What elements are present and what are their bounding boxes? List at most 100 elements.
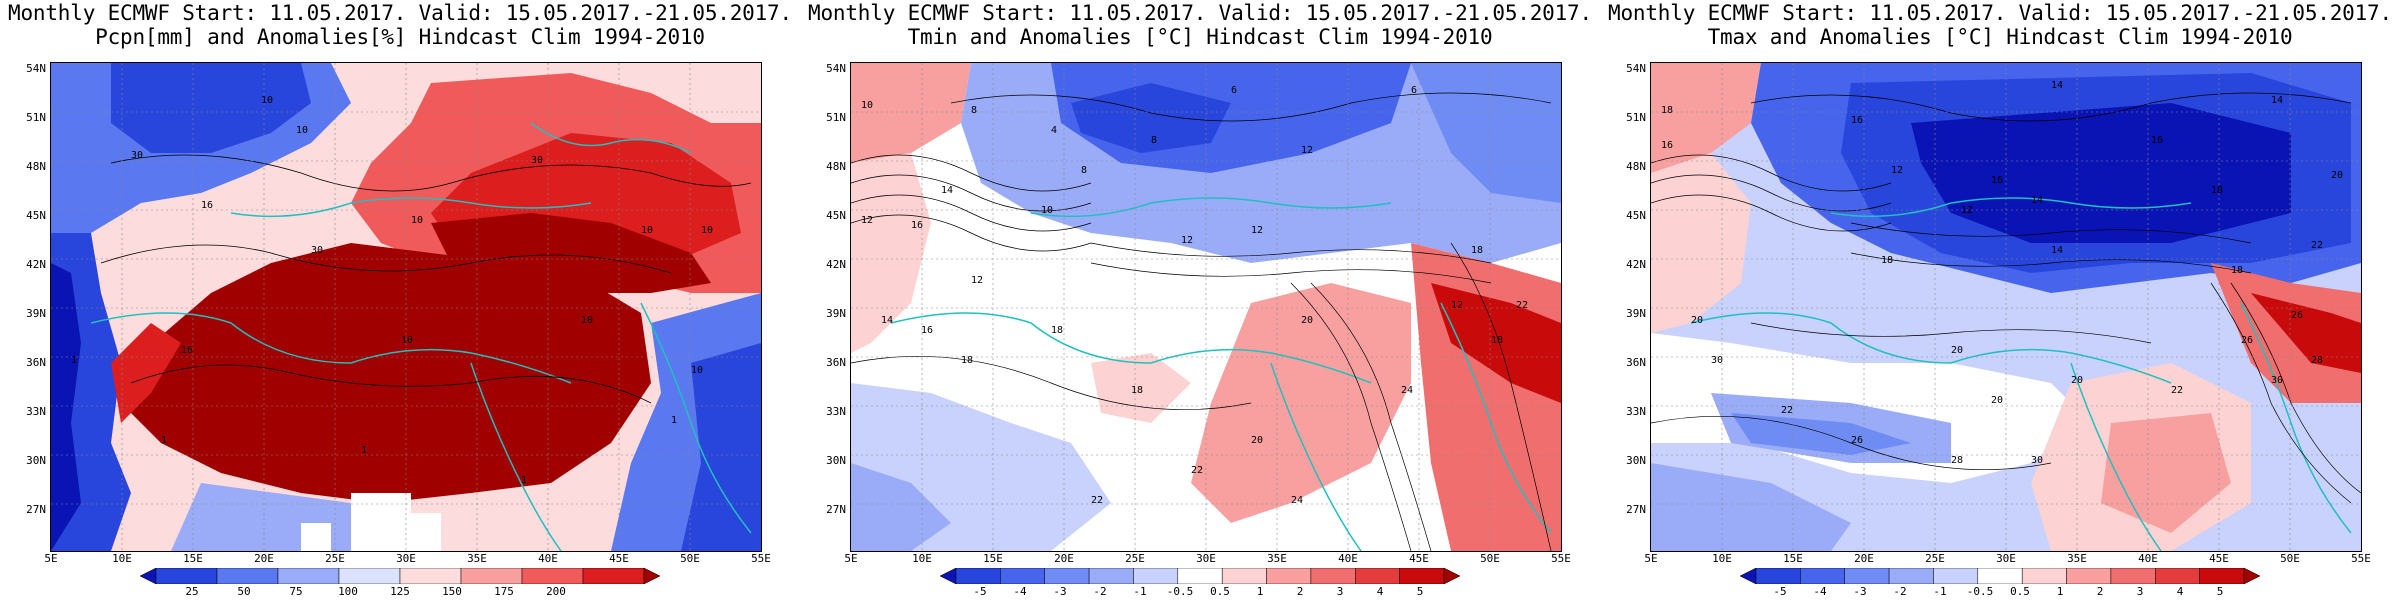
contour-label: 22 <box>1091 495 1103 506</box>
lat-label: 30N <box>826 454 846 467</box>
contour-label: 12 <box>861 215 873 226</box>
contour-label: 22 <box>1516 300 1528 311</box>
contour-label: 1 <box>71 355 77 366</box>
lat-label: 45N <box>826 209 846 222</box>
contour-label: 10 <box>581 315 593 326</box>
panel-title-line2: Pcpn[mm] and Anomalies[%] Hindcast Clim … <box>95 25 705 49</box>
lat-label: 39N <box>826 307 846 320</box>
colorbar-segment <box>155 568 218 584</box>
precipitation-panel: Monthly ECMWF Start: 11.05.2017. Valid: … <box>0 0 800 600</box>
colorbar-segment <box>1044 568 1090 584</box>
contour-label: 16 <box>1991 175 2003 186</box>
lon-label: 45E <box>609 552 629 565</box>
colorbar-label: -2 <box>1093 585 1107 598</box>
colorbar-label: 175 <box>494 585 514 598</box>
colorbar-label: 50 <box>237 585 251 598</box>
contour-label: 20 <box>2071 375 2083 386</box>
contour-label: 18 <box>1661 105 1673 116</box>
lon-label: 15E <box>983 552 1003 565</box>
colorbar-segment <box>582 568 645 584</box>
lon-label: 15E <box>183 552 203 565</box>
lat-label: 33N <box>26 405 46 418</box>
contour-label: 14 <box>941 185 953 196</box>
lon-label: 5E <box>44 552 58 565</box>
lat-label: 42N <box>1626 258 1646 271</box>
colorbar-label: 2 <box>1296 585 1304 598</box>
lat-label: 54N <box>826 62 846 75</box>
contour-label: 14 <box>2051 80 2063 91</box>
contour-label: 20 <box>1251 435 1263 446</box>
contour-label: 30 <box>2031 455 2043 466</box>
colorbar-segment <box>399 568 462 584</box>
colorbar-label: 0.5 <box>2010 585 2030 598</box>
contour-label: 12 <box>1891 165 1903 176</box>
colorbar-label: 200 <box>546 585 566 598</box>
lat-label: 36N <box>1626 356 1646 369</box>
lat-label: 39N <box>26 307 46 320</box>
colorbar-label: 2 <box>2096 585 2104 598</box>
colorbar-label: -3 <box>1053 585 1067 598</box>
lat-label: 33N <box>1626 405 1646 418</box>
contour-label: 22 <box>2171 385 2183 396</box>
contour-label: 24 <box>1291 495 1303 506</box>
lon-label: 40E <box>2138 552 2158 565</box>
lon-label: 50E <box>1480 552 1500 565</box>
colorbar-segment <box>1888 568 1934 584</box>
lon-label: 15E <box>1783 552 1803 565</box>
lon-label: 40E <box>538 552 558 565</box>
contour-label: 16 <box>1661 140 1673 151</box>
contour-label: 24 <box>1401 385 1413 396</box>
contour-label: 18 <box>1491 335 1503 346</box>
colorbar <box>1740 568 2260 584</box>
colorbar-segment <box>2243 568 2260 584</box>
contour-label: 1 <box>361 445 367 456</box>
tmax-panel: Monthly ECMWF Start: 11.05.2017. Valid: … <box>1600 0 2400 600</box>
contour-label: 20 <box>1691 315 1703 326</box>
colorbar-segment <box>1844 568 1890 584</box>
lon-label: 55E <box>751 552 771 565</box>
lon-label: 45E <box>2209 552 2229 565</box>
contour-label: 20 <box>1991 395 2003 406</box>
lon-label: 45E <box>1409 552 1429 565</box>
contour-label: 26 <box>2241 335 2253 346</box>
tmin-panel: Monthly ECMWF Start: 11.05.2017. Valid: … <box>800 0 1600 600</box>
colorbar-label: -5 <box>1773 585 1787 598</box>
contour-label: 10 <box>691 365 703 376</box>
lat-label: 51N <box>26 111 46 124</box>
lat-label: 42N <box>26 258 46 271</box>
contour-label: 8 <box>1151 135 1157 146</box>
lon-label: 40E <box>1338 552 1358 565</box>
lat-label: 27N <box>26 503 46 516</box>
colorbar-segment <box>521 568 584 584</box>
contour-label: 30 <box>1711 355 1723 366</box>
lat-label: 45N <box>1626 209 1646 222</box>
contour-label: 12 <box>1451 300 1463 311</box>
lat-label: 42N <box>826 258 846 271</box>
contour-label: 12 <box>1301 145 1313 156</box>
colorbar-segment <box>1266 568 1312 584</box>
colorbar-label: 1 <box>1256 585 1264 598</box>
colorbar-segment <box>643 568 660 584</box>
contour-label: 10 <box>861 100 873 111</box>
contour-label: 8 <box>1081 165 1087 176</box>
contour-label: 6 <box>1231 85 1237 96</box>
colorbar <box>140 568 660 584</box>
colorbar-segment <box>1933 568 1979 584</box>
lon-label: 25E <box>325 552 345 565</box>
lat-label: 36N <box>26 356 46 369</box>
tmin-map: 6 6 10 8 4 8 12 8 12 14 16 12 18 18 10 1… <box>850 62 1562 552</box>
lon-label: 35E <box>2067 552 2087 565</box>
colorbar <box>940 568 1460 584</box>
lat-label: 30N <box>26 454 46 467</box>
contour-label: 10 <box>411 215 423 226</box>
lon-label: 10E <box>912 552 932 565</box>
colorbar-label: 3 <box>1336 585 1344 598</box>
lat-label: 48N <box>826 160 846 173</box>
colorbar-segment <box>1399 568 1445 584</box>
contour-label: 30 <box>531 155 543 166</box>
colorbar-segment <box>2066 568 2112 584</box>
contour-label: 10 <box>701 225 713 236</box>
lon-label: 5E <box>844 552 858 565</box>
lat-label: 36N <box>826 356 846 369</box>
lat-label: 39N <box>1626 307 1646 320</box>
